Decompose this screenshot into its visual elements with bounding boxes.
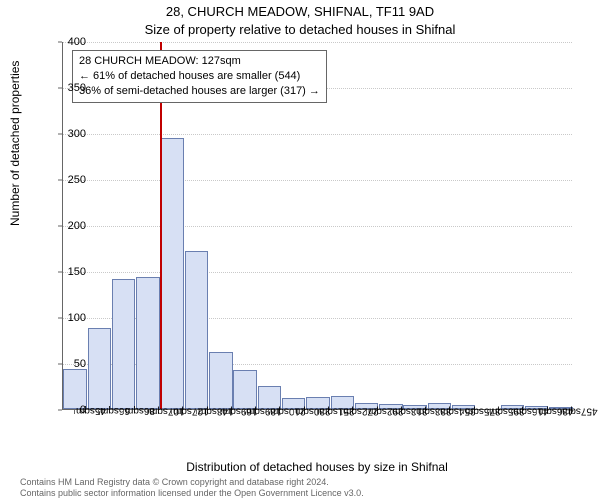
- x-tick-mark: [171, 410, 172, 414]
- x-tick-mark: [123, 410, 124, 414]
- histogram-bar: [161, 138, 184, 409]
- x-tick-mark: [98, 410, 99, 414]
- y-tick-mark: [58, 226, 62, 227]
- legend-line2: ← 61% of detached houses are smaller (54…: [79, 69, 320, 84]
- y-tick-label: 200: [46, 220, 86, 232]
- y-tick-mark: [58, 272, 62, 273]
- x-tick-mark: [463, 410, 464, 414]
- x-tick-mark: [268, 410, 269, 414]
- x-tick-mark: [414, 410, 415, 414]
- legend-box: 28 CHURCH MEADOW: 127sqm ← 61% of detach…: [72, 50, 327, 103]
- footer-attribution: Contains HM Land Registry data © Crown c…: [20, 477, 364, 498]
- x-tick-mark: [341, 410, 342, 414]
- histogram-bar: [136, 277, 159, 409]
- y-gridline: [63, 134, 572, 135]
- x-tick-mark: [511, 410, 512, 414]
- y-tick-mark: [58, 180, 62, 181]
- y-gridline: [63, 272, 572, 273]
- y-gridline: [63, 42, 572, 43]
- x-tick-mark: [293, 410, 294, 414]
- x-tick-mark: [220, 410, 221, 414]
- y-tick-mark: [58, 410, 62, 411]
- footer-line1: Contains HM Land Registry data © Crown c…: [20, 477, 364, 487]
- histogram-bar: [112, 279, 135, 409]
- histogram-bar: [63, 369, 86, 409]
- x-tick-mark: [244, 410, 245, 414]
- y-tick-label: 350: [46, 82, 86, 94]
- x-axis-label: Distribution of detached houses by size …: [62, 460, 572, 474]
- histogram-bar: [233, 370, 256, 409]
- x-tick-mark: [74, 410, 75, 414]
- y-tick-mark: [58, 88, 62, 89]
- histogram-bar: [185, 251, 208, 409]
- y-gridline: [63, 180, 572, 181]
- legend-line3: 36% of semi-detached houses are larger (…: [79, 84, 320, 99]
- x-tick-mark: [536, 410, 537, 414]
- x-tick-mark: [147, 410, 148, 414]
- footer-line2: Contains public sector information licen…: [20, 488, 364, 498]
- y-tick-label: 100: [46, 312, 86, 324]
- x-tick-mark: [487, 410, 488, 414]
- x-tick-mark: [317, 410, 318, 414]
- x-tick-mark: [560, 410, 561, 414]
- x-tick-mark: [390, 410, 391, 414]
- chart-title-line1: 28, CHURCH MEADOW, SHIFNAL, TF11 9AD: [0, 4, 600, 19]
- y-tick-label: 150: [46, 266, 86, 278]
- y-tick-mark: [58, 134, 62, 135]
- y-tick-label: 250: [46, 174, 86, 186]
- histogram-bar: [209, 352, 232, 409]
- histogram-bar: [88, 328, 111, 409]
- y-tick-label: 300: [46, 128, 86, 140]
- y-tick-label: 400: [46, 36, 86, 48]
- legend-line1: 28 CHURCH MEADOW: 127sqm: [79, 54, 320, 69]
- y-tick-mark: [58, 318, 62, 319]
- x-tick-mark: [438, 410, 439, 414]
- x-tick-mark: [196, 410, 197, 414]
- y-tick-mark: [58, 42, 62, 43]
- y-gridline: [63, 226, 572, 227]
- y-tick-mark: [58, 364, 62, 365]
- y-tick-label: 50: [46, 358, 86, 370]
- x-tick-mark: [366, 410, 367, 414]
- y-axis-label: Number of detached properties: [8, 61, 22, 226]
- chart-title-line2: Size of property relative to detached ho…: [0, 22, 600, 37]
- chart-container: 28, CHURCH MEADOW, SHIFNAL, TF11 9AD Siz…: [0, 0, 600, 500]
